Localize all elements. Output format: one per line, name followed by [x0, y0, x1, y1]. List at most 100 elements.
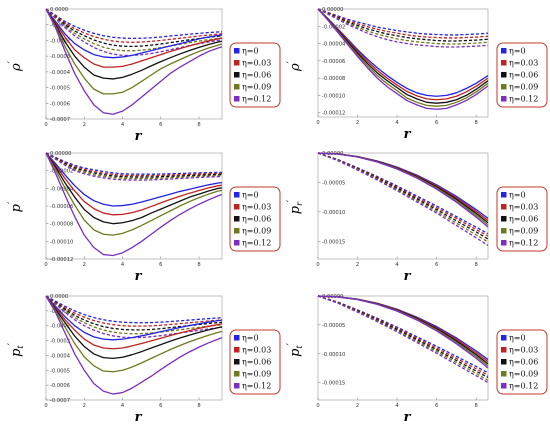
- x-tick-label: 4: [395, 403, 399, 409]
- dashed-series-5: [45, 152, 223, 181]
- x-tick-label: 0: [44, 403, 47, 409]
- solid-series-2: [45, 295, 223, 350]
- legend-label: η=0.03: [509, 59, 538, 68]
- solid-series-1: [45, 152, 223, 207]
- y-tick-label: -0.0006: [50, 101, 70, 107]
- y-tick-label: -0.00005: [322, 323, 345, 329]
- chart-panel-5: 0 2 4 6 80.0000-0.0001-0.0002-0.0003-0.0004-…: [7, 294, 281, 425]
- legend-label: η=0: [242, 334, 259, 343]
- y-tick-label: -0.00008: [50, 222, 73, 228]
- legend-swatch: [234, 204, 240, 210]
- legend-label: η=0.09: [509, 370, 538, 379]
- legend-swatch: [234, 228, 240, 234]
- dashed-series-5: [45, 295, 223, 339]
- legend: η=0 η=0.03 η=0.06 η=0.09 η=0.12: [229, 42, 281, 108]
- y-tick-label: -0.00015: [322, 381, 345, 387]
- legend-swatch: [501, 335, 507, 341]
- solid-series-3: [45, 8, 223, 80]
- dashed-series-2: [45, 295, 223, 327]
- dashed-series-4: [45, 152, 223, 180]
- dashed-series-1: [317, 8, 489, 36]
- x-tick-label: 8: [474, 120, 477, 126]
- legend-label: η=0.09: [509, 83, 538, 92]
- y-tick-label: -0.00010: [322, 93, 345, 99]
- solid-series-5: [45, 8, 223, 115]
- solid-series-5: [317, 295, 489, 369]
- y-axis-label-subscript: t: [295, 345, 304, 349]
- y-tick-label: 0.00000: [50, 151, 71, 157]
- solid-series-2: [45, 8, 223, 68]
- legend-swatch: [501, 48, 507, 54]
- x-tick-label: 8: [197, 262, 200, 268]
- y-tick-label: -0.00015: [322, 239, 345, 245]
- y-tick-label: -0.00006: [50, 204, 73, 210]
- legend-label: η=0.06: [509, 358, 538, 367]
- legend-swatch: [501, 60, 507, 66]
- legend-swatch: [234, 72, 240, 78]
- y-axis-label: pr′: [286, 199, 304, 214]
- legend: η=0 η=0.03 η=0.06 η=0.09 η=0.12: [496, 329, 548, 395]
- x-tick-label: 4: [121, 262, 125, 268]
- x-tick-label: 2: [83, 403, 86, 409]
- dashed-series-1: [45, 152, 223, 175]
- legend-label: η=0.09: [509, 227, 538, 236]
- dashed-series-4: [317, 8, 489, 45]
- chart-panel-1: 0 2 4 6 8 0.0000 -0.0001 -0.0002 -0.0003 -0.0004 -…: [7, 7, 281, 144]
- y-tick-label: -0.00005: [322, 180, 345, 186]
- x-tick-label: 6: [159, 122, 162, 128]
- x-tick-label: 8: [197, 122, 200, 128]
- x-tick-label: 0: [316, 262, 319, 268]
- y-axis-label-prime: ′: [7, 60, 18, 63]
- legend-box: [496, 329, 548, 395]
- x-axis-label: r: [135, 129, 143, 144]
- y-tick-label: -0.00004: [322, 42, 346, 48]
- x-tick-label: 0: [316, 403, 319, 409]
- x-tick-label: 4: [121, 403, 125, 409]
- legend-label: η=0: [509, 334, 526, 343]
- legend: η=0 η=0.03 η=0.06 η=0.09 η=0.12: [496, 42, 548, 108]
- x-tick-label: 6: [435, 120, 438, 126]
- solid-series-4: [45, 152, 223, 236]
- y-axis-label-prime: ′: [286, 342, 297, 345]
- x-axis-label: r: [404, 269, 412, 284]
- legend: η=0 η=0.03 η=0.06 η=0.09 η=0.12: [229, 329, 281, 395]
- y-tick-label: -0.0001: [50, 23, 70, 29]
- x-tick-label: 8: [474, 403, 477, 409]
- solid-series-1: [45, 295, 223, 341]
- x-tick-label: 2: [83, 122, 86, 128]
- legend-label: η=0.09: [242, 83, 271, 92]
- y-axis-label-prime: ′: [7, 201, 18, 204]
- solid-series-3: [45, 152, 223, 225]
- legend-label: η=0.12: [242, 239, 271, 248]
- dashed-series-2: [45, 152, 223, 177]
- dashed-series-5: [317, 152, 489, 247]
- legend-box: [496, 42, 548, 108]
- plot-frame: [317, 295, 489, 401]
- y-axis-label: p′: [7, 201, 24, 212]
- legend-label: η=0.12: [242, 95, 271, 104]
- y-tick-label: -0.00008: [322, 76, 345, 82]
- x-tick-label: 8: [197, 403, 200, 409]
- x-tick-label: 6: [159, 262, 162, 268]
- dashed-series-4: [45, 295, 223, 335]
- dashed-series-4: [45, 8, 223, 52]
- legend-swatch: [501, 228, 507, 234]
- legend-label: η=0.12: [242, 382, 271, 391]
- y-axis-label: ρ′: [286, 60, 303, 72]
- y-tick-label: 0.0000: [50, 7, 68, 13]
- x-axis-label: r: [404, 127, 412, 142]
- y-tick-label: 0.00000: [322, 7, 343, 13]
- plot-frame: [317, 8, 489, 118]
- plot-frame: [317, 152, 489, 260]
- x-tick-label: 2: [83, 262, 86, 268]
- x-tick-label: 2: [356, 403, 359, 409]
- x-tick-label: 4: [121, 122, 125, 128]
- legend-swatch: [501, 359, 507, 365]
- y-tick-label: -0.0004: [50, 353, 71, 359]
- legend-box: [229, 329, 281, 395]
- dashed-series-3: [45, 152, 223, 178]
- dashed-series-3: [45, 295, 223, 331]
- legend-label: η=0.06: [242, 71, 271, 80]
- legend-swatch: [501, 371, 507, 377]
- x-tick-label: 0: [316, 120, 319, 126]
